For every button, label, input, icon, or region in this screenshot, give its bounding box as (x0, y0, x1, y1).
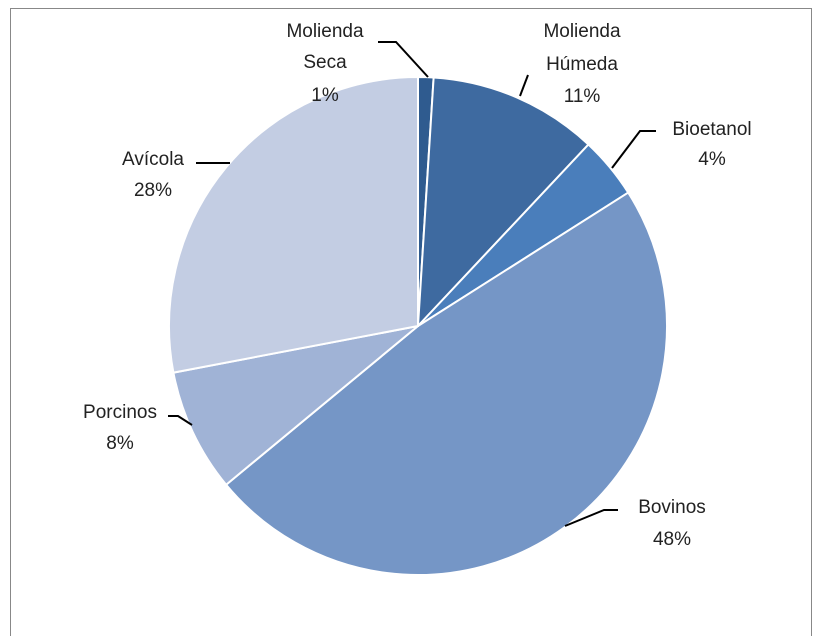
pie-slice (172, 325, 419, 487)
leader-line (611, 130, 656, 169)
slice-label: Avícola (122, 149, 184, 170)
slice-label: Porcinos (83, 402, 157, 423)
slice-label: Húmeda (546, 54, 618, 75)
slice-label: Bovinos (638, 497, 706, 518)
slice-label: Bioetanol (672, 119, 751, 140)
leader-line (378, 41, 429, 78)
slice-label: Molienda (286, 21, 364, 42)
pie-slice (416, 76, 590, 329)
value-label: 4% (698, 149, 726, 170)
leader-line (519, 74, 529, 97)
leader-line (168, 415, 193, 426)
value-label: 8% (106, 433, 134, 454)
pie-slice (224, 191, 668, 577)
pie-slice (168, 75, 419, 374)
leader-line (564, 509, 618, 527)
value-label: 1% (311, 85, 339, 106)
value-label: 48% (653, 529, 691, 550)
value-label: 11% (564, 86, 601, 107)
slice-label: Seca (303, 52, 347, 73)
slice-label: Molienda (543, 21, 621, 42)
value-label: 28% (134, 180, 172, 201)
